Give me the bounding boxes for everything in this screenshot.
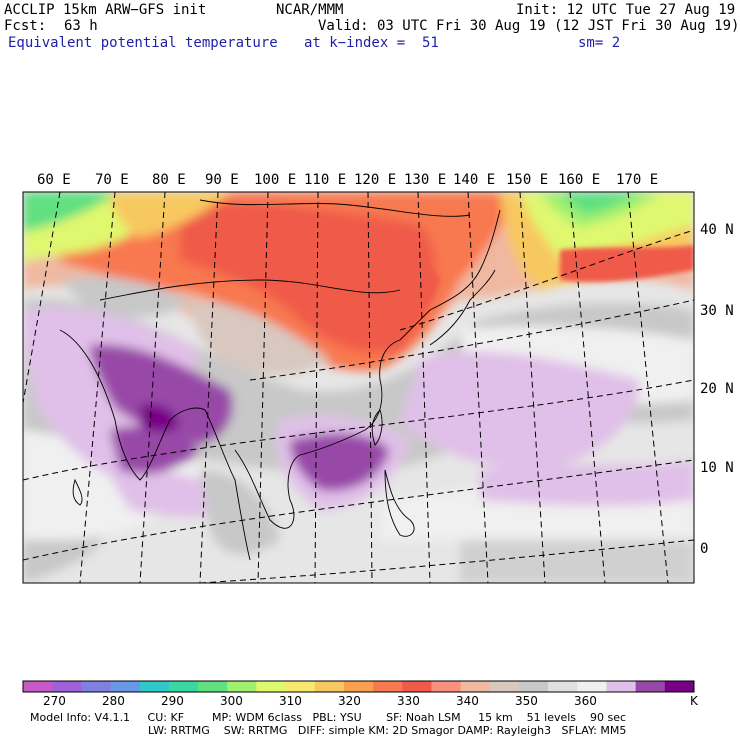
colorbar-swatch: [285, 681, 316, 692]
lon-label: 100 E: [254, 172, 297, 188]
model-title: ACCLIP 15km ARW−GFS init: [4, 2, 207, 18]
colorbar-label: 320: [338, 694, 361, 708]
lat-label: 20 N: [700, 381, 734, 397]
colorbar-swatch: [606, 681, 636, 692]
colorbar-swatch: [256, 681, 286, 692]
colorbar-swatch: [577, 681, 607, 692]
colorbar-swatch: [52, 681, 82, 692]
coastlines: [59, 199, 501, 561]
lon-label: 150 E: [506, 172, 549, 188]
lon-label: 110 E: [304, 172, 347, 188]
colorbar-label: 290: [161, 694, 184, 708]
colorbar-swatch: [431, 681, 461, 692]
colorbar: [22, 680, 695, 693]
init-time: Init: 12 UTC Tue 27 Aug 19: [516, 2, 736, 18]
fcst-value: 63 h: [64, 18, 98, 34]
lon-label: 140 E: [453, 172, 496, 188]
lat-label: 40 N: [700, 222, 734, 238]
colorbar-label: 310: [279, 694, 302, 708]
map-frame: [22, 191, 695, 584]
colorbar-label: 300: [220, 694, 243, 708]
smoothing-info: sm= 2: [578, 35, 621, 51]
field-shading: [23, 192, 694, 583]
lat-label: 30 N: [700, 303, 734, 319]
colorbar-swatch: [168, 681, 199, 692]
colorbar-swatch: [227, 681, 257, 692]
colorbar-swatch: [373, 681, 403, 692]
colorbar-label: 360: [574, 694, 597, 708]
valid-time: Valid: 03 UTC Fri 30 Aug 19 (12 JST Fri …: [318, 18, 740, 34]
lon-label: 170 E: [616, 172, 659, 188]
colorbar-swatch: [23, 681, 53, 692]
colorbar-label: 340: [456, 694, 479, 708]
colorbar-swatch: [110, 681, 140, 692]
colorbar-frame: [22, 680, 695, 693]
level-info: at k−index = 51: [304, 35, 439, 51]
colorbar-swatch: [139, 681, 170, 692]
lon-label: 120 E: [354, 172, 397, 188]
lon-label: 160 E: [558, 172, 601, 188]
colorbar-label: 330: [397, 694, 420, 708]
colorbar-label: 350: [515, 694, 538, 708]
lat-label: 0: [700, 541, 709, 557]
colorbar-swatch: [548, 681, 578, 692]
colorbar-swatch: [343, 681, 374, 692]
model-info-line1: Model Info: V4.1.1 CU: KF MP: WDM 6class…: [30, 711, 627, 724]
org-label: NCAR/MMM: [276, 2, 344, 18]
colorbar-unit: K: [690, 694, 698, 708]
colorbar-swatch: [402, 681, 432, 692]
colorbar-swatch: [81, 681, 111, 692]
colorbar-label: 270: [43, 694, 66, 708]
colorbar-swatch: [314, 681, 345, 692]
lon-label: 130 E: [404, 172, 447, 188]
fcst-label: Fcst:: [4, 18, 47, 34]
lat-label: 10 N: [700, 460, 734, 476]
lon-label: 90 E: [205, 172, 239, 188]
colorbar-swatch: [489, 681, 520, 692]
lon-label: 70 E: [95, 172, 129, 188]
colorbar-swatch: [635, 681, 666, 692]
colorbar-swatch: [518, 681, 549, 692]
field-name: Equivalent potential temperature: [8, 35, 278, 51]
colorbar-swatch: [664, 681, 695, 692]
lon-label: 60 E: [37, 172, 71, 188]
colorbar-swatch: [460, 681, 491, 692]
colorbar-swatch: [198, 681, 228, 692]
model-info-line2: LW: RRTMG SW: RRTMG DIFF: simple KM: 2D …: [148, 724, 627, 737]
colorbar-label: 280: [102, 694, 125, 708]
lon-label: 80 E: [152, 172, 186, 188]
graticule: [23, 192, 694, 583]
